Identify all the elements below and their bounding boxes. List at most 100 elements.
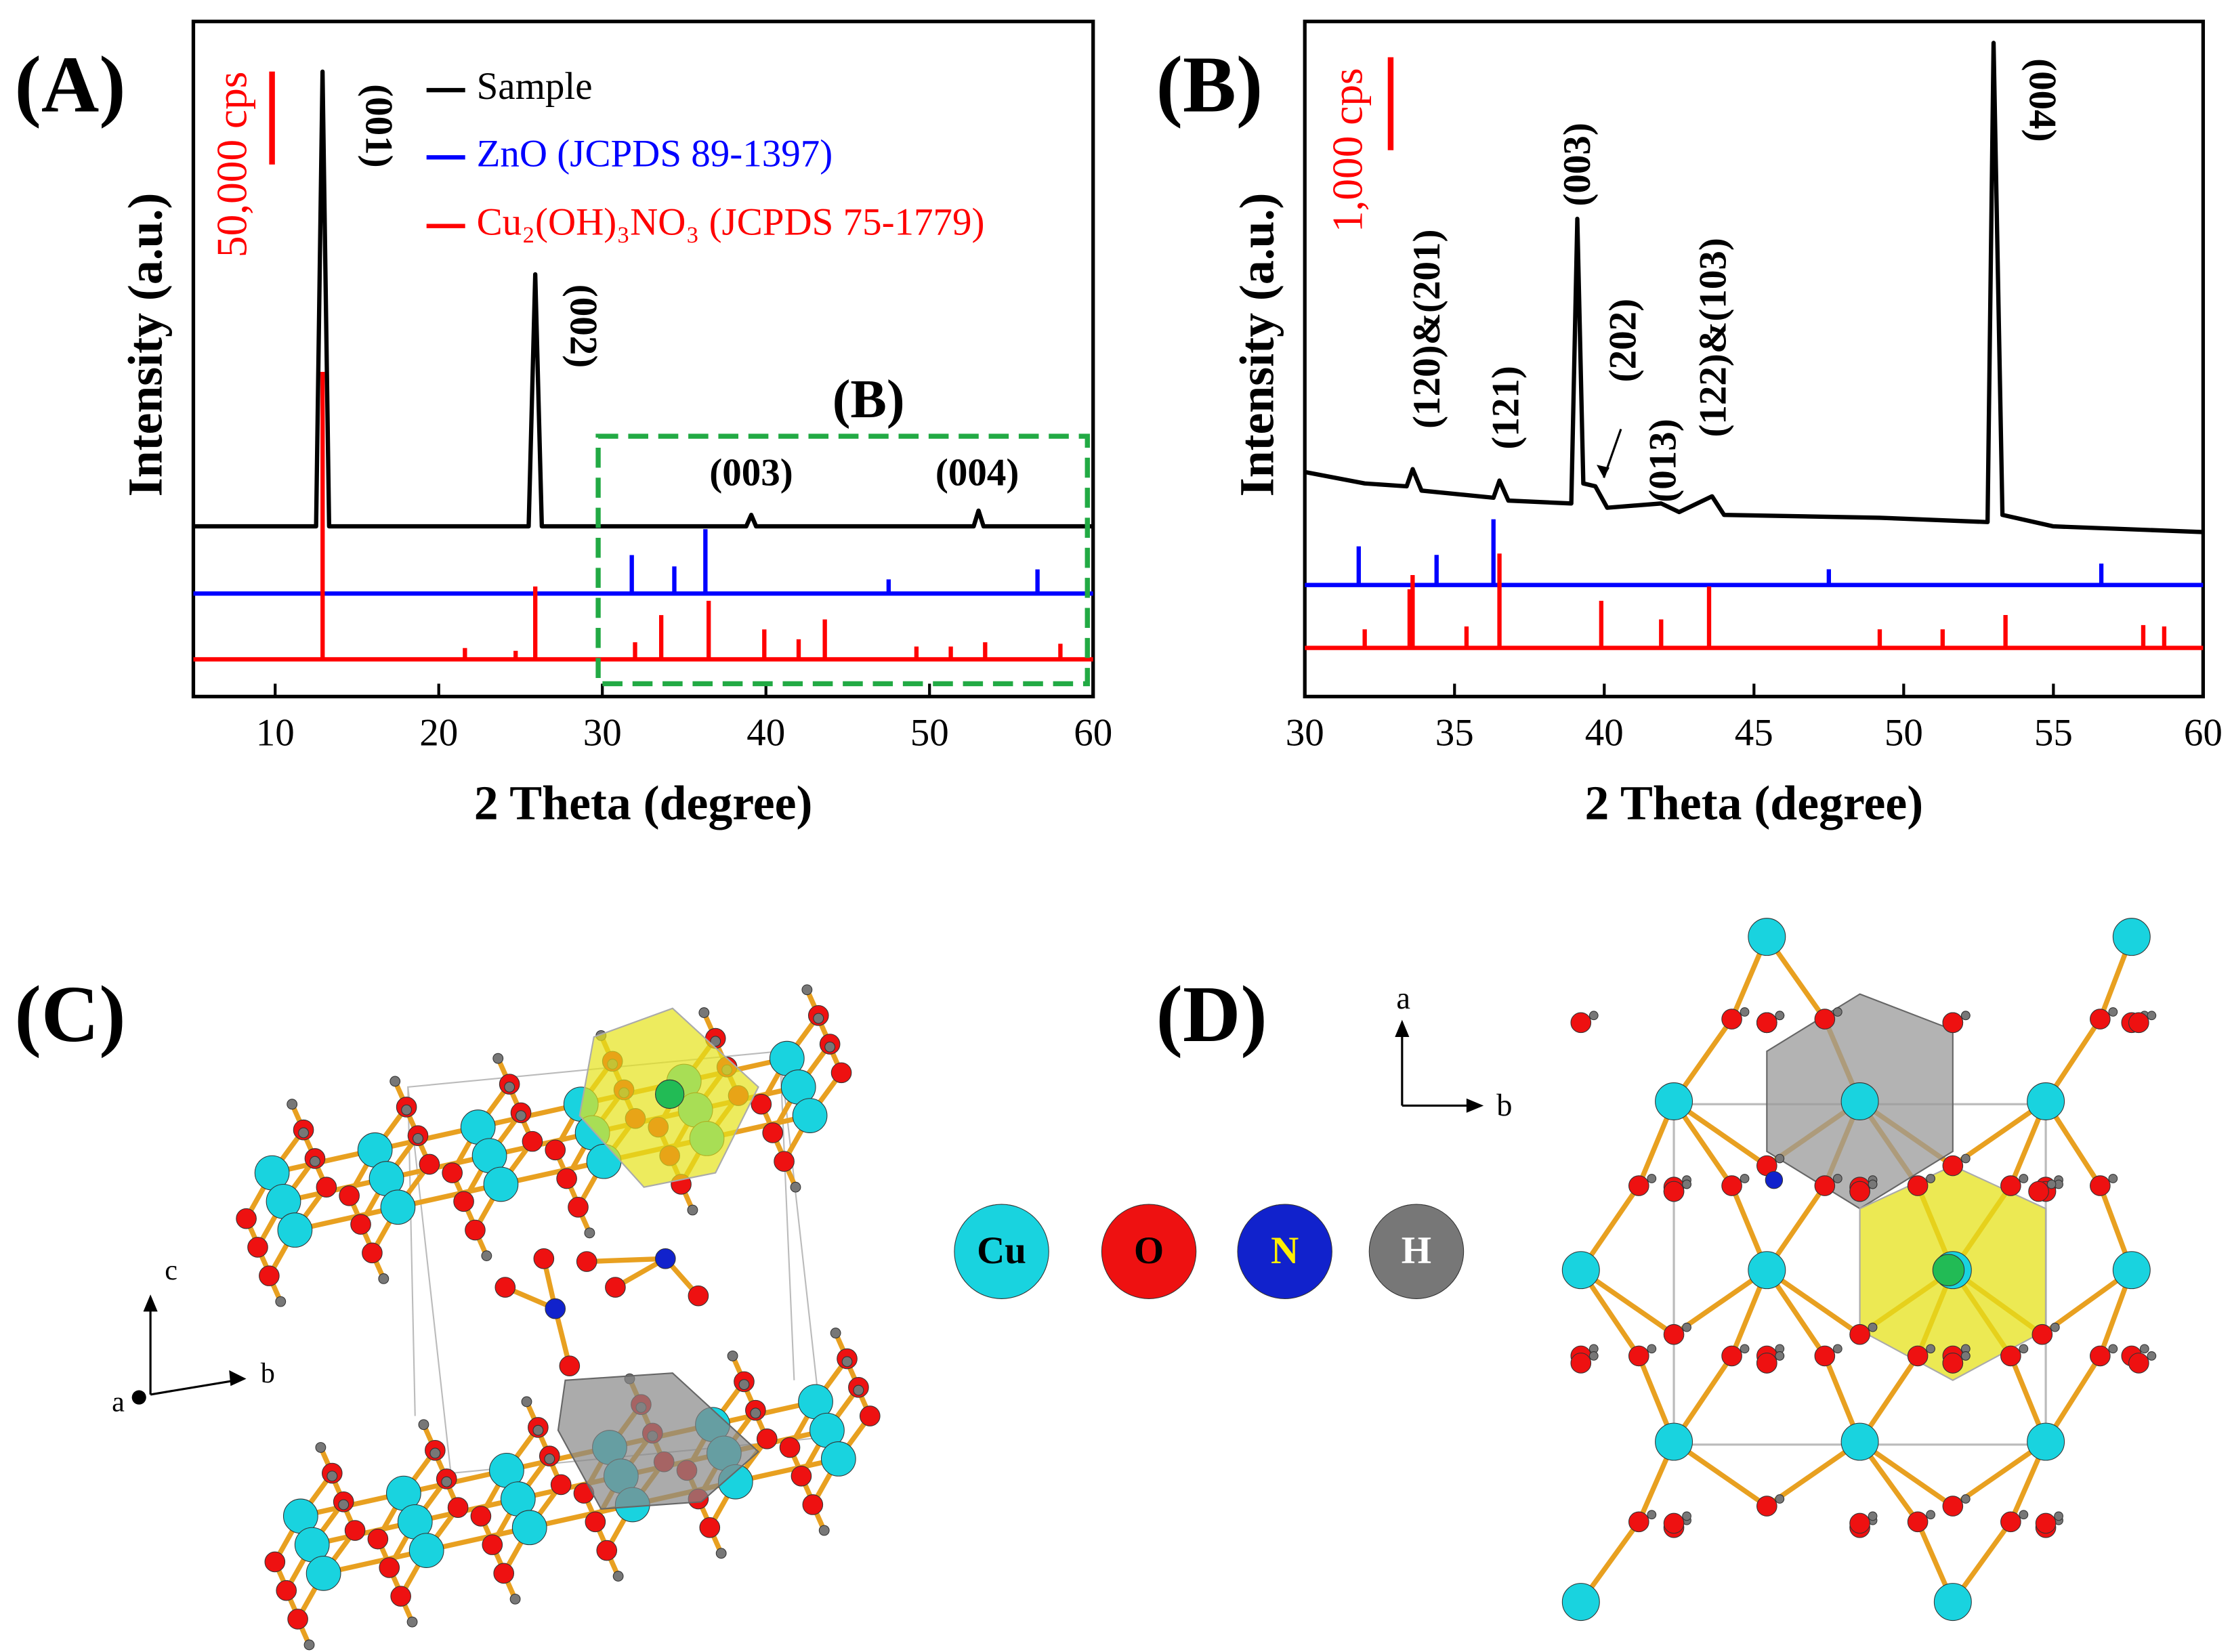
atom (612, 1571, 624, 1582)
atom (350, 1214, 371, 1235)
atom (1588, 1351, 1599, 1361)
atom (1740, 1007, 1750, 1017)
atom (494, 1277, 516, 1298)
atom (779, 1437, 801, 1458)
atom (813, 1013, 824, 1024)
atom (792, 1098, 828, 1133)
atom (1663, 1181, 1685, 1202)
atom (830, 1062, 852, 1084)
atom (1655, 1422, 1693, 1461)
peak-label: (013) (1642, 419, 1685, 502)
peak-label: (003) (1556, 123, 1599, 206)
atom (2050, 1322, 2060, 1332)
panel-label: (D) (1156, 970, 1267, 1059)
structure-c: c a b (112, 984, 881, 1651)
atom-legend-label: Cu (977, 1229, 1026, 1272)
atom (2147, 1011, 2157, 1021)
atom (1907, 1345, 1929, 1367)
atom (276, 1580, 297, 1601)
atom (264, 1551, 286, 1573)
atom (2108, 1174, 2118, 1183)
atom (1832, 1344, 1843, 1354)
atom (287, 1099, 298, 1110)
atom (2019, 1174, 2029, 1183)
atom (596, 1540, 618, 1561)
atom (1840, 1082, 1879, 1120)
atom (316, 1177, 337, 1198)
atom (1932, 1254, 1965, 1286)
atom (655, 1079, 685, 1109)
atom (1740, 1174, 1750, 1183)
atom (401, 1104, 413, 1116)
atom (1765, 1170, 1784, 1189)
chart: 30 35 40 45 50 55 60 2 Theta (degree) Intensity … (1229, 20, 2223, 830)
atom (413, 1132, 423, 1144)
atom (532, 1424, 544, 1436)
atom (710, 1036, 721, 1047)
atom (277, 1212, 313, 1248)
x-tick-label: 30 (583, 712, 622, 755)
bond (500, 1159, 605, 1187)
x-tick-label: 40 (746, 712, 785, 755)
atom (841, 1356, 853, 1368)
atom (1721, 1345, 1742, 1367)
atom (379, 1557, 400, 1578)
atom (585, 1511, 606, 1533)
atom (2031, 1323, 2053, 1345)
atom (2028, 1181, 2049, 1202)
atom (492, 1053, 504, 1064)
atom (2000, 1175, 2021, 1196)
atom (1561, 1251, 1600, 1290)
atom (2112, 1251, 2151, 1290)
atom (1628, 1511, 1649, 1533)
atom (1655, 1082, 1693, 1120)
x-tick-label: 45 (1735, 712, 1773, 755)
atom (306, 1555, 341, 1591)
atom (1561, 1583, 1600, 1622)
atom (2054, 1511, 2063, 1521)
atom (429, 1447, 441, 1459)
atom (2090, 1009, 2111, 1030)
x-axis-label: 2 Theta (degree) (474, 776, 813, 830)
atom (738, 1379, 750, 1391)
atom (338, 1499, 350, 1510)
peak-label: (004) (935, 451, 1019, 494)
atom (1570, 1353, 1592, 1374)
atom (715, 1548, 727, 1559)
atom (1588, 1011, 1599, 1021)
atom (1814, 1345, 1836, 1367)
bond (425, 1525, 530, 1553)
atom (521, 1396, 532, 1407)
atom (1682, 1322, 1691, 1332)
atom (362, 1242, 383, 1264)
peak-label: (122)&(103) (1691, 238, 1734, 437)
atom (790, 1181, 801, 1193)
inset-box (595, 433, 1090, 687)
atom (406, 1616, 418, 1628)
atom (1942, 1155, 1964, 1177)
atom (556, 1168, 577, 1189)
atom-legend-label: H (1402, 1229, 1431, 1272)
atom (390, 1586, 411, 1607)
atom (1868, 1511, 1878, 1521)
peak-label: (002) (562, 284, 605, 368)
atom (1960, 1011, 1971, 1021)
atom (1721, 1009, 1742, 1030)
x-tick-label: 20 (419, 712, 458, 755)
arrow-head (1597, 465, 1610, 478)
legend-label: ZnO (JCPDS 89-1397) (477, 132, 833, 175)
atom (2019, 1344, 2029, 1354)
bond (587, 1256, 666, 1265)
atom (367, 1528, 389, 1550)
atom (339, 1185, 360, 1206)
x-tick-label: 50 (910, 712, 949, 755)
atom (515, 1110, 526, 1122)
axis-label: a (112, 1386, 125, 1418)
y-axis-label: Intensity (a.u.) (119, 193, 173, 497)
scale-bar-label: 50,000 cps (208, 72, 255, 257)
atom (1849, 1181, 1870, 1202)
atom (853, 1384, 864, 1396)
peak-label: (004) (2021, 58, 2063, 142)
atom (2112, 918, 2151, 956)
